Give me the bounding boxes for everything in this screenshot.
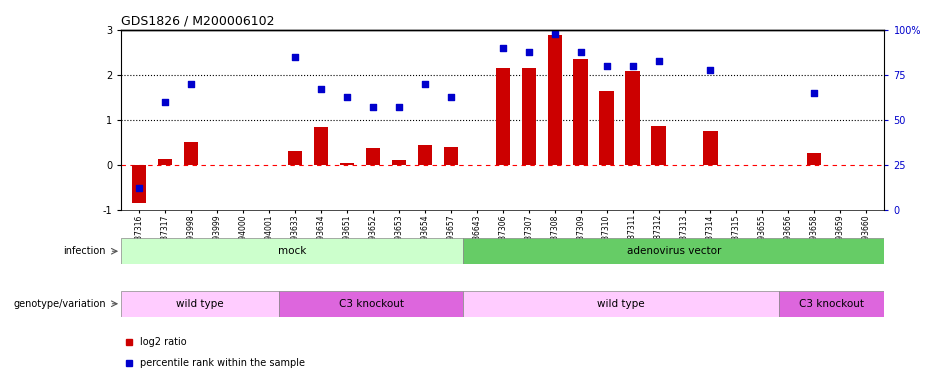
Bar [366,148,380,165]
Text: wild type: wild type [598,299,645,309]
Point [340,94,355,100]
Point [573,49,588,55]
Bar [652,126,666,165]
Point [314,86,329,92]
Point [703,67,718,73]
Bar [444,147,458,165]
Bar [158,159,172,165]
Text: C3 knockout: C3 knockout [800,299,864,309]
Bar [521,68,536,165]
Point [288,54,303,60]
Bar [495,68,510,165]
Text: infection: infection [63,246,106,256]
Point [625,63,640,69]
Text: adenovirus vector: adenovirus vector [627,246,721,256]
Point [157,99,172,105]
Text: C3 knockout: C3 knockout [339,299,404,309]
Point [651,58,666,64]
Point [183,81,198,87]
Bar [547,34,561,165]
Bar [779,291,884,317]
Point [391,104,406,110]
Point [547,31,562,37]
Bar [392,160,406,165]
Bar [573,59,587,165]
Bar [288,151,303,165]
Point [443,94,458,100]
Bar [626,70,640,165]
Bar [703,131,718,165]
Bar [464,238,884,264]
Bar [340,163,354,165]
Point [132,185,147,191]
Bar [184,142,198,165]
Point [366,104,381,110]
Bar [807,153,821,165]
Point [521,49,536,55]
Text: genotype/variation: genotype/variation [13,299,106,309]
Text: log2 ratio: log2 ratio [140,338,187,347]
Point [495,45,510,51]
Text: GDS1826 / M200006102: GDS1826 / M200006102 [121,15,275,27]
Point [417,81,432,87]
Bar [132,165,146,203]
Text: wild type: wild type [176,299,223,309]
Text: percentile rank within the sample: percentile rank within the sample [140,358,305,368]
Bar [418,145,432,165]
Point [600,63,614,69]
Bar [121,291,279,317]
Bar [464,291,779,317]
Bar [121,238,464,264]
Bar [314,127,328,165]
Point [807,90,822,96]
Bar [600,91,614,165]
Text: mock: mock [278,246,306,256]
Bar [279,291,464,317]
